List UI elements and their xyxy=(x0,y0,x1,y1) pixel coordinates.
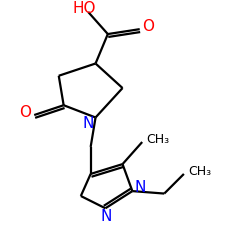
Text: CH₃: CH₃ xyxy=(188,165,212,178)
Text: N: N xyxy=(134,180,145,195)
Text: CH₃: CH₃ xyxy=(146,133,170,146)
Text: HO: HO xyxy=(73,1,96,16)
Text: O: O xyxy=(20,105,32,120)
Text: O: O xyxy=(142,19,154,34)
Text: N: N xyxy=(82,116,94,131)
Text: N: N xyxy=(101,209,112,224)
